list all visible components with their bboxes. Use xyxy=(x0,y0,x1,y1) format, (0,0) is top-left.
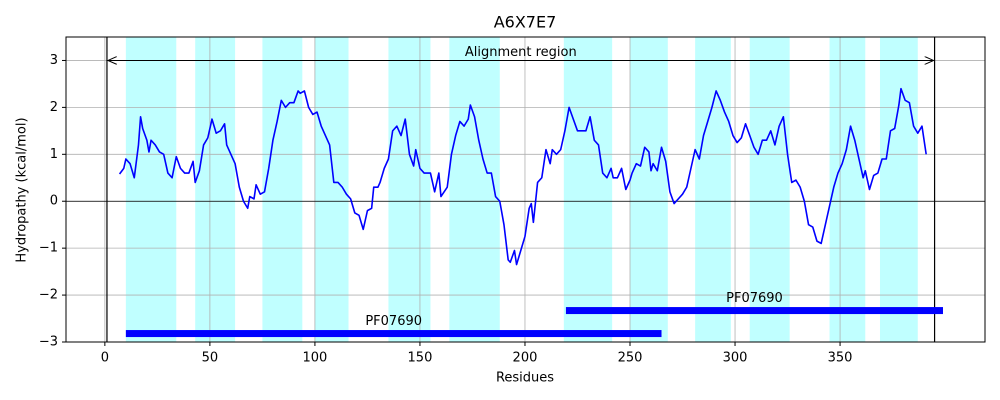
plot-area xyxy=(66,37,985,342)
domain-bar xyxy=(125,330,662,338)
highlight-band xyxy=(449,37,500,342)
highlight-band xyxy=(563,37,613,342)
y-tick-label: −1 xyxy=(39,241,58,256)
plot-frame xyxy=(65,36,986,343)
y-tick-label: 1 xyxy=(50,147,58,162)
highlight-band xyxy=(879,37,918,342)
highlight-band xyxy=(388,37,431,342)
x-tick-label: 100 xyxy=(303,351,328,366)
x-tick-label: 50 xyxy=(202,351,219,366)
highlight-band xyxy=(630,37,668,342)
domain-label: PF07690 xyxy=(726,291,783,306)
x-axis-label: Residues xyxy=(496,371,554,386)
domain-label: PF07690 xyxy=(365,314,422,329)
highlight-band xyxy=(829,37,866,342)
domain-bar xyxy=(565,307,943,315)
highlight-band xyxy=(125,37,177,342)
y-tick-label: 3 xyxy=(50,53,58,68)
y-tick-label: −3 xyxy=(39,335,58,350)
highlight-band xyxy=(749,37,790,342)
x-tick-label: 200 xyxy=(513,351,538,366)
highlight-band xyxy=(262,37,303,342)
y-tick-label: −2 xyxy=(39,288,58,303)
hydropathy-line xyxy=(118,87,927,266)
x-tick-label: 350 xyxy=(828,351,853,366)
alignment-label: Alignment region xyxy=(465,45,577,60)
highlight-band xyxy=(695,37,731,342)
chart-title: A6X7E7 xyxy=(494,13,557,32)
highlight-band xyxy=(195,37,236,342)
y-tick-label: 0 xyxy=(50,194,58,209)
y-axis-label: Hydropathy (kcal/mol) xyxy=(15,117,30,262)
x-tick-label: 300 xyxy=(723,351,748,366)
y-tick-label: 2 xyxy=(50,100,58,115)
x-tick-label: 0 xyxy=(101,351,109,366)
x-tick-label: 250 xyxy=(618,351,643,366)
x-tick-label: 150 xyxy=(408,351,433,366)
